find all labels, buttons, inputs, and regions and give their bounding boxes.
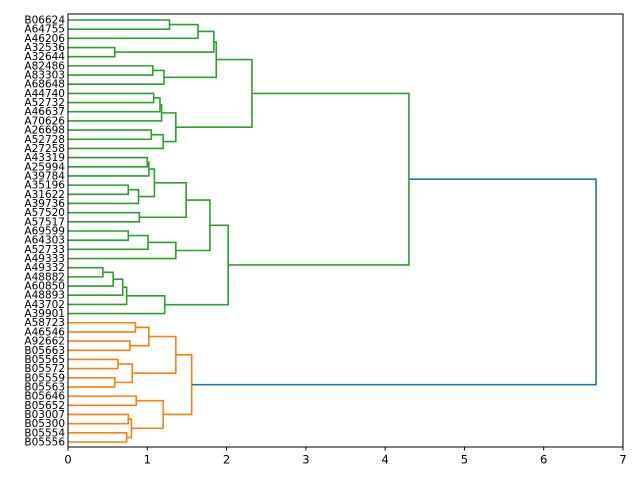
leaf-label: B03007	[24, 409, 65, 421]
leaf-label: A52728	[24, 134, 65, 146]
leaf-label: A48882	[24, 271, 65, 283]
dendrogram-link	[129, 326, 150, 347]
x-tick-label: 1	[144, 453, 151, 467]
leaf-label: A46206	[24, 33, 65, 45]
x-tick-label: 0	[64, 453, 71, 467]
leaf-label: A69599	[24, 226, 65, 238]
dendrogram-link	[164, 224, 229, 306]
leaf-label: A70626	[24, 115, 65, 127]
leaf-label: A46637	[24, 106, 65, 118]
leaf-label: A64755	[24, 24, 65, 36]
dendrogram-link	[68, 286, 128, 306]
dendrogram-link	[68, 278, 124, 297]
leaf-label: A92662	[24, 336, 65, 348]
leaf-label: A26698	[24, 125, 65, 137]
leaf-label: B05554	[24, 427, 65, 439]
dendrogram-link	[68, 211, 141, 223]
x-tick-label: 3	[302, 453, 309, 467]
leaf-label: A52733	[24, 244, 65, 256]
leaf-label: A58723	[24, 317, 65, 329]
x-tick-label: 2	[223, 453, 230, 467]
dendrogram-link	[68, 184, 130, 196]
leaf-label: B05565	[24, 354, 65, 366]
leaf-label: B05572	[24, 363, 65, 375]
dendrogram-link	[68, 230, 130, 241]
leaf-label: B06624	[24, 15, 65, 27]
leaf-label: A32536	[24, 42, 65, 54]
dendrogram-link	[68, 104, 163, 122]
dendrogram-link	[163, 40, 218, 79]
leaf-label: A43702	[24, 299, 65, 311]
leaf-label: B05663	[24, 345, 65, 357]
dendrogram-link	[68, 432, 128, 443]
leaf-label: A68648	[24, 79, 65, 91]
leaf-label: A44740	[24, 88, 65, 100]
leaf-label: A57520	[24, 207, 65, 219]
x-tick-label: 5	[461, 453, 468, 467]
dendrogram-link	[114, 363, 134, 384]
leaf-label: B05300	[24, 418, 65, 430]
dendrogram-link	[138, 168, 156, 198]
x-tick-label: 6	[540, 453, 547, 467]
leaf-label: A39901	[24, 308, 65, 320]
leaf-label: A39784	[24, 170, 65, 182]
leaf-label: A48893	[24, 290, 65, 302]
dendrogram-link	[68, 188, 140, 205]
leaf-label: A82486	[24, 60, 65, 72]
axes-box	[67, 13, 624, 448]
leaf-label: A49332	[24, 262, 65, 274]
leaf-label: B05646	[24, 391, 65, 403]
leaf-label: A52732	[24, 97, 65, 109]
leaf-label: A83303	[24, 70, 65, 82]
leaf-label: B05556	[24, 437, 65, 449]
x-tick-label: 7	[619, 453, 626, 467]
leaf-label: A46546	[24, 326, 65, 338]
leaf-label: A25994	[24, 161, 65, 173]
leaf-label: A49333	[24, 253, 65, 265]
leaf-label: A32644	[24, 51, 65, 63]
leaf-label: A27258	[24, 143, 65, 155]
leaf-label: B05559	[24, 372, 65, 384]
leaf-label: A60850	[24, 281, 65, 293]
x-tick-label: 4	[381, 453, 388, 467]
dendrogram-link	[175, 199, 211, 252]
leaf-label: B05652	[24, 400, 65, 412]
dendrogram-link	[191, 178, 597, 386]
leaf-label: A57517	[24, 216, 65, 228]
dendrogram-link	[68, 97, 161, 113]
leaf-label: A31622	[24, 189, 65, 201]
leaf-label: A39736	[24, 198, 65, 210]
leaf-label: A35196	[24, 180, 65, 192]
dendrogram-link	[68, 413, 130, 425]
leaf-label: B05563	[24, 381, 65, 393]
leaf-label: A43319	[24, 152, 65, 164]
dendrogram-link	[68, 161, 150, 177]
leaf-label: A64303	[24, 235, 65, 247]
